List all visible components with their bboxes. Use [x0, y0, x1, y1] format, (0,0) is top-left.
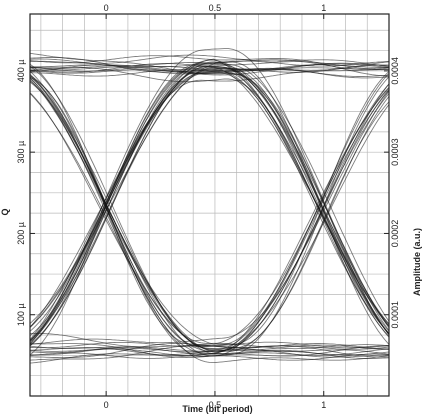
eye-trace-24: [29, 77, 390, 353]
plot-frame: [29, 13, 390, 397]
eye-trace-58: [29, 72, 390, 348]
y-tick-label-right-1: 0.0002: [390, 220, 400, 248]
eye-trace-8: [29, 66, 390, 338]
eye-trace-57: [29, 345, 390, 359]
eye-trace-14: [29, 61, 390, 356]
eye-trace-9: [29, 68, 390, 346]
eye-trace-0: [29, 66, 390, 76]
eye-traces: [29, 48, 390, 364]
eye-trace-47: [29, 69, 390, 328]
y-tick-label-left-3: 400 µ: [16, 60, 26, 83]
eye-trace-22: [29, 76, 390, 361]
eye-trace-13: [29, 59, 390, 345]
y-axis-label-left: Q: [0, 208, 10, 215]
eye-trace-10: [29, 66, 390, 329]
eye-trace-56: [29, 59, 390, 334]
x-tick-label-top-0: 0: [104, 3, 109, 13]
eye-trace-46: [29, 348, 390, 364]
eye-trace-23: [29, 58, 390, 322]
eye-trace-41: [29, 70, 390, 350]
eye-trace-39: [29, 73, 390, 351]
y-tick-label-right-3: 0.0004: [390, 57, 400, 85]
x-tick-label-bottom-0: 0: [104, 400, 109, 410]
eye-trace-36: [29, 54, 390, 67]
eye-trace-16: [29, 63, 390, 346]
eye-trace-20: [29, 93, 390, 364]
ticks: 0 0.5 1 0 0.5 1 100 µ 200 µ 300 µ 400 µ 0.0001 0.00…: [16, 3, 400, 410]
eye-trace-33: [29, 64, 390, 334]
eye-trace-48: [29, 67, 390, 347]
x-tick-label-bottom-1: 0.5: [209, 400, 222, 410]
eye-trace-17: [29, 65, 390, 341]
y-axis-label-right: Amplitude (a.u.): [412, 228, 422, 296]
x-tick-label-top-2: 1: [321, 3, 326, 13]
y-tick-label-left-0: 100 µ: [16, 303, 26, 326]
eye-trace-34: [29, 61, 390, 342]
eye-trace-45: [29, 83, 390, 356]
eye-trace-50: [29, 55, 390, 77]
eye-trace-59: [29, 70, 390, 340]
eye-trace-28: [29, 57, 390, 73]
eye-trace-54: [29, 75, 390, 355]
y-tick-label-right-2: 0.0003: [390, 138, 400, 166]
eye-trace-29: [29, 77, 390, 345]
y-tick-label-right-0: 0.0001: [390, 301, 400, 329]
y-tick-label-left-1: 200 µ: [16, 222, 26, 245]
eye-trace-18: [29, 76, 390, 351]
eye-trace-44: [29, 65, 389, 358]
eye-trace-27: [29, 61, 390, 345]
x-tick-label-bottom-2: 1: [321, 400, 326, 410]
y-tick-label-left-2: 300 µ: [16, 141, 26, 164]
eye-trace-5: [29, 92, 390, 352]
eye-trace-49: [29, 58, 390, 325]
eye-trace-15: [29, 64, 390, 344]
eye-trace-31: [29, 61, 389, 343]
eye-trace-40: [29, 89, 390, 345]
eye-trace-38: [29, 74, 390, 357]
eye-trace-51: [29, 65, 390, 79]
x-tick-label-top-1: 0.5: [209, 3, 222, 13]
eye-trace-55: [29, 62, 390, 341]
x-axis-label: Time (bit period): [182, 404, 252, 414]
